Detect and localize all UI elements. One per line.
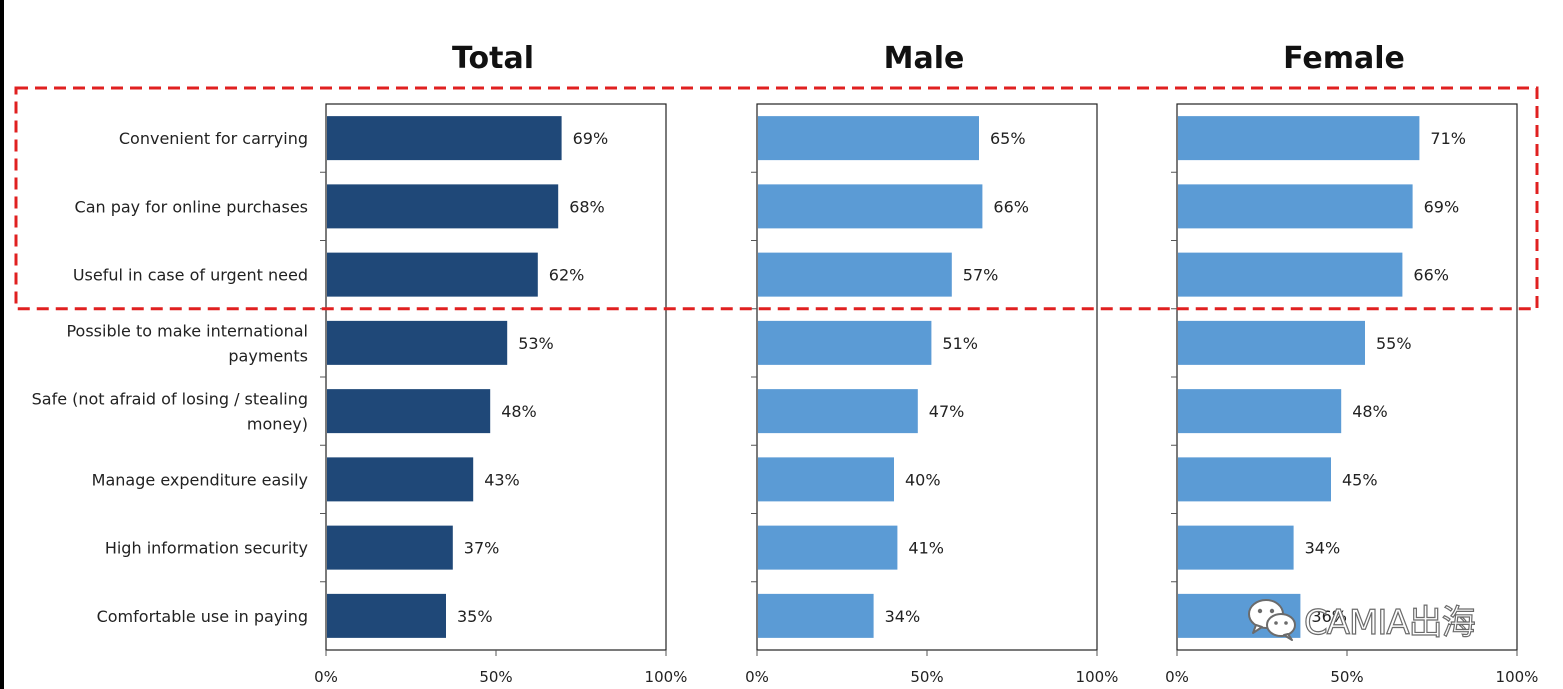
category-label: Comfortable use in paying [97,607,308,626]
bar [758,389,918,434]
data-label: 69% [1424,197,1460,216]
bar [327,457,474,502]
bar [758,252,952,297]
data-label: 65% [990,129,1026,148]
data-label: 53% [518,334,554,353]
data-label: 47% [929,402,965,421]
x-tick-label: 100% [1496,668,1539,686]
bar [758,320,932,365]
data-label: 37% [464,539,500,558]
bar [327,320,508,365]
data-label: 40% [905,470,941,489]
bar [1178,184,1413,229]
category-label: Safe (not afraid of losing / stealing mon… [32,390,308,434]
data-label: 41% [908,539,944,558]
x-tick-label: 0% [1165,668,1189,686]
panel-title: Female [1283,41,1405,76]
category-label: Useful in case of urgent need [73,266,308,285]
bar [758,457,894,502]
left-edge-bar [0,0,4,689]
data-label: 68% [569,197,605,216]
data-label: 66% [1413,266,1449,285]
bar [1178,320,1365,365]
bar [758,593,874,638]
bar [758,116,979,161]
bar [327,593,446,638]
bar [1178,116,1420,161]
x-tick-label: 0% [745,668,769,686]
bar [1178,252,1403,297]
bar [758,525,898,570]
category-label: Possible to make international payments [66,321,308,365]
category-label: Manage expenditure easily [92,470,308,489]
data-label: 43% [484,470,520,489]
wechat-icon [1248,599,1296,641]
category-label: High information security [105,539,308,558]
bar [1178,389,1342,434]
data-label: 62% [549,266,585,285]
data-label: 71% [1430,129,1466,148]
x-tick-label: 50% [910,668,943,686]
bar [327,525,453,570]
bar [327,252,538,297]
data-label: 57% [963,266,999,285]
x-tick-label: 50% [479,668,512,686]
data-label: 48% [501,402,537,421]
category-label: Convenient for carrying [119,129,308,148]
data-label: 36% [1311,607,1347,626]
x-tick-label: 100% [1076,668,1119,686]
category-label: Can pay for online purchases [75,197,308,216]
highlight-box [14,86,1539,311]
x-tick-label: 100% [645,668,688,686]
data-label: 66% [993,197,1029,216]
data-label: 45% [1342,470,1378,489]
bar [1178,457,1331,502]
data-label: 55% [1376,334,1412,353]
watermark: CAMIA出海 [1246,594,1476,644]
bar [758,184,983,229]
bar [327,116,562,161]
x-tick-label: 50% [1330,668,1363,686]
data-label: 35% [457,607,493,626]
data-label: 34% [1305,539,1341,558]
data-label: 48% [1352,402,1388,421]
data-label: 69% [573,129,609,148]
bar [327,389,491,434]
panel-title: Total [452,41,534,76]
data-label: 51% [942,334,978,353]
watermark-text: CAMIA出海 [1303,602,1476,643]
x-tick-label: 0% [314,668,338,686]
data-label: 34% [885,607,921,626]
bar [1178,525,1294,570]
bar [327,184,559,229]
panel-title: Male [884,41,965,76]
